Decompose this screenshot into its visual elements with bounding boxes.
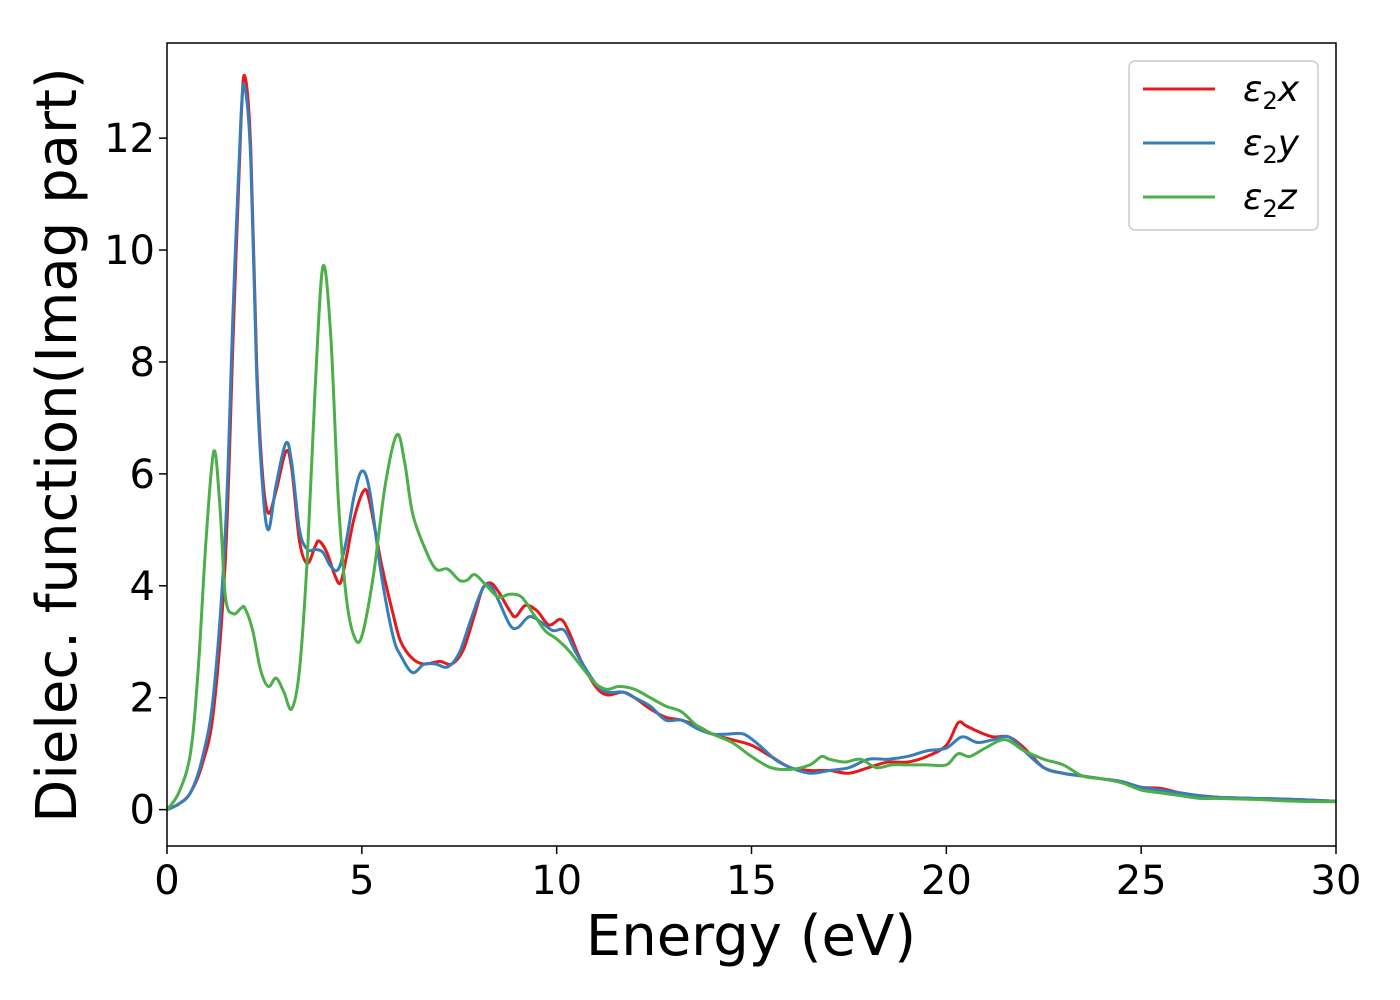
legend: ε2x ε2y ε2z [1128,60,1319,231]
y-tick-label: 6 [130,452,155,498]
y-tick-label: 4 [130,564,155,610]
x-axis: 0 5 10 15 20 25 30 [154,846,1361,904]
x-tick-label: 0 [154,858,179,904]
legend-label-z: ε2z [1243,177,1298,223]
series-layer [167,73,1336,812]
y-tick-label: 10 [104,228,155,274]
x-axis-title: Energy (eV) [586,904,916,969]
y-tick-label: 12 [104,116,155,162]
y-tick-label: 2 [130,676,155,722]
legend-label-x: ε2x [1243,69,1300,115]
x-tick-label: 10 [531,858,582,904]
x-tick-label: 15 [726,858,777,904]
y-tick-label: 8 [130,340,155,386]
x-tick-label: 20 [921,858,972,904]
series-line-x [167,73,1336,812]
legend-box [1128,60,1319,231]
y-axis: 0 2 4 6 8 10 12 [104,116,167,834]
legend-label-y: ε2y [1243,123,1300,169]
series-line-z [167,263,1336,812]
x-tick-label: 25 [1116,858,1167,904]
x-tick-label: 30 [1311,858,1362,904]
x-tick-label: 5 [349,858,374,904]
series-line-y [167,82,1336,812]
y-tick-label: 0 [130,788,155,834]
y-axis-title: Dielec. function(Imag part) [25,67,90,823]
